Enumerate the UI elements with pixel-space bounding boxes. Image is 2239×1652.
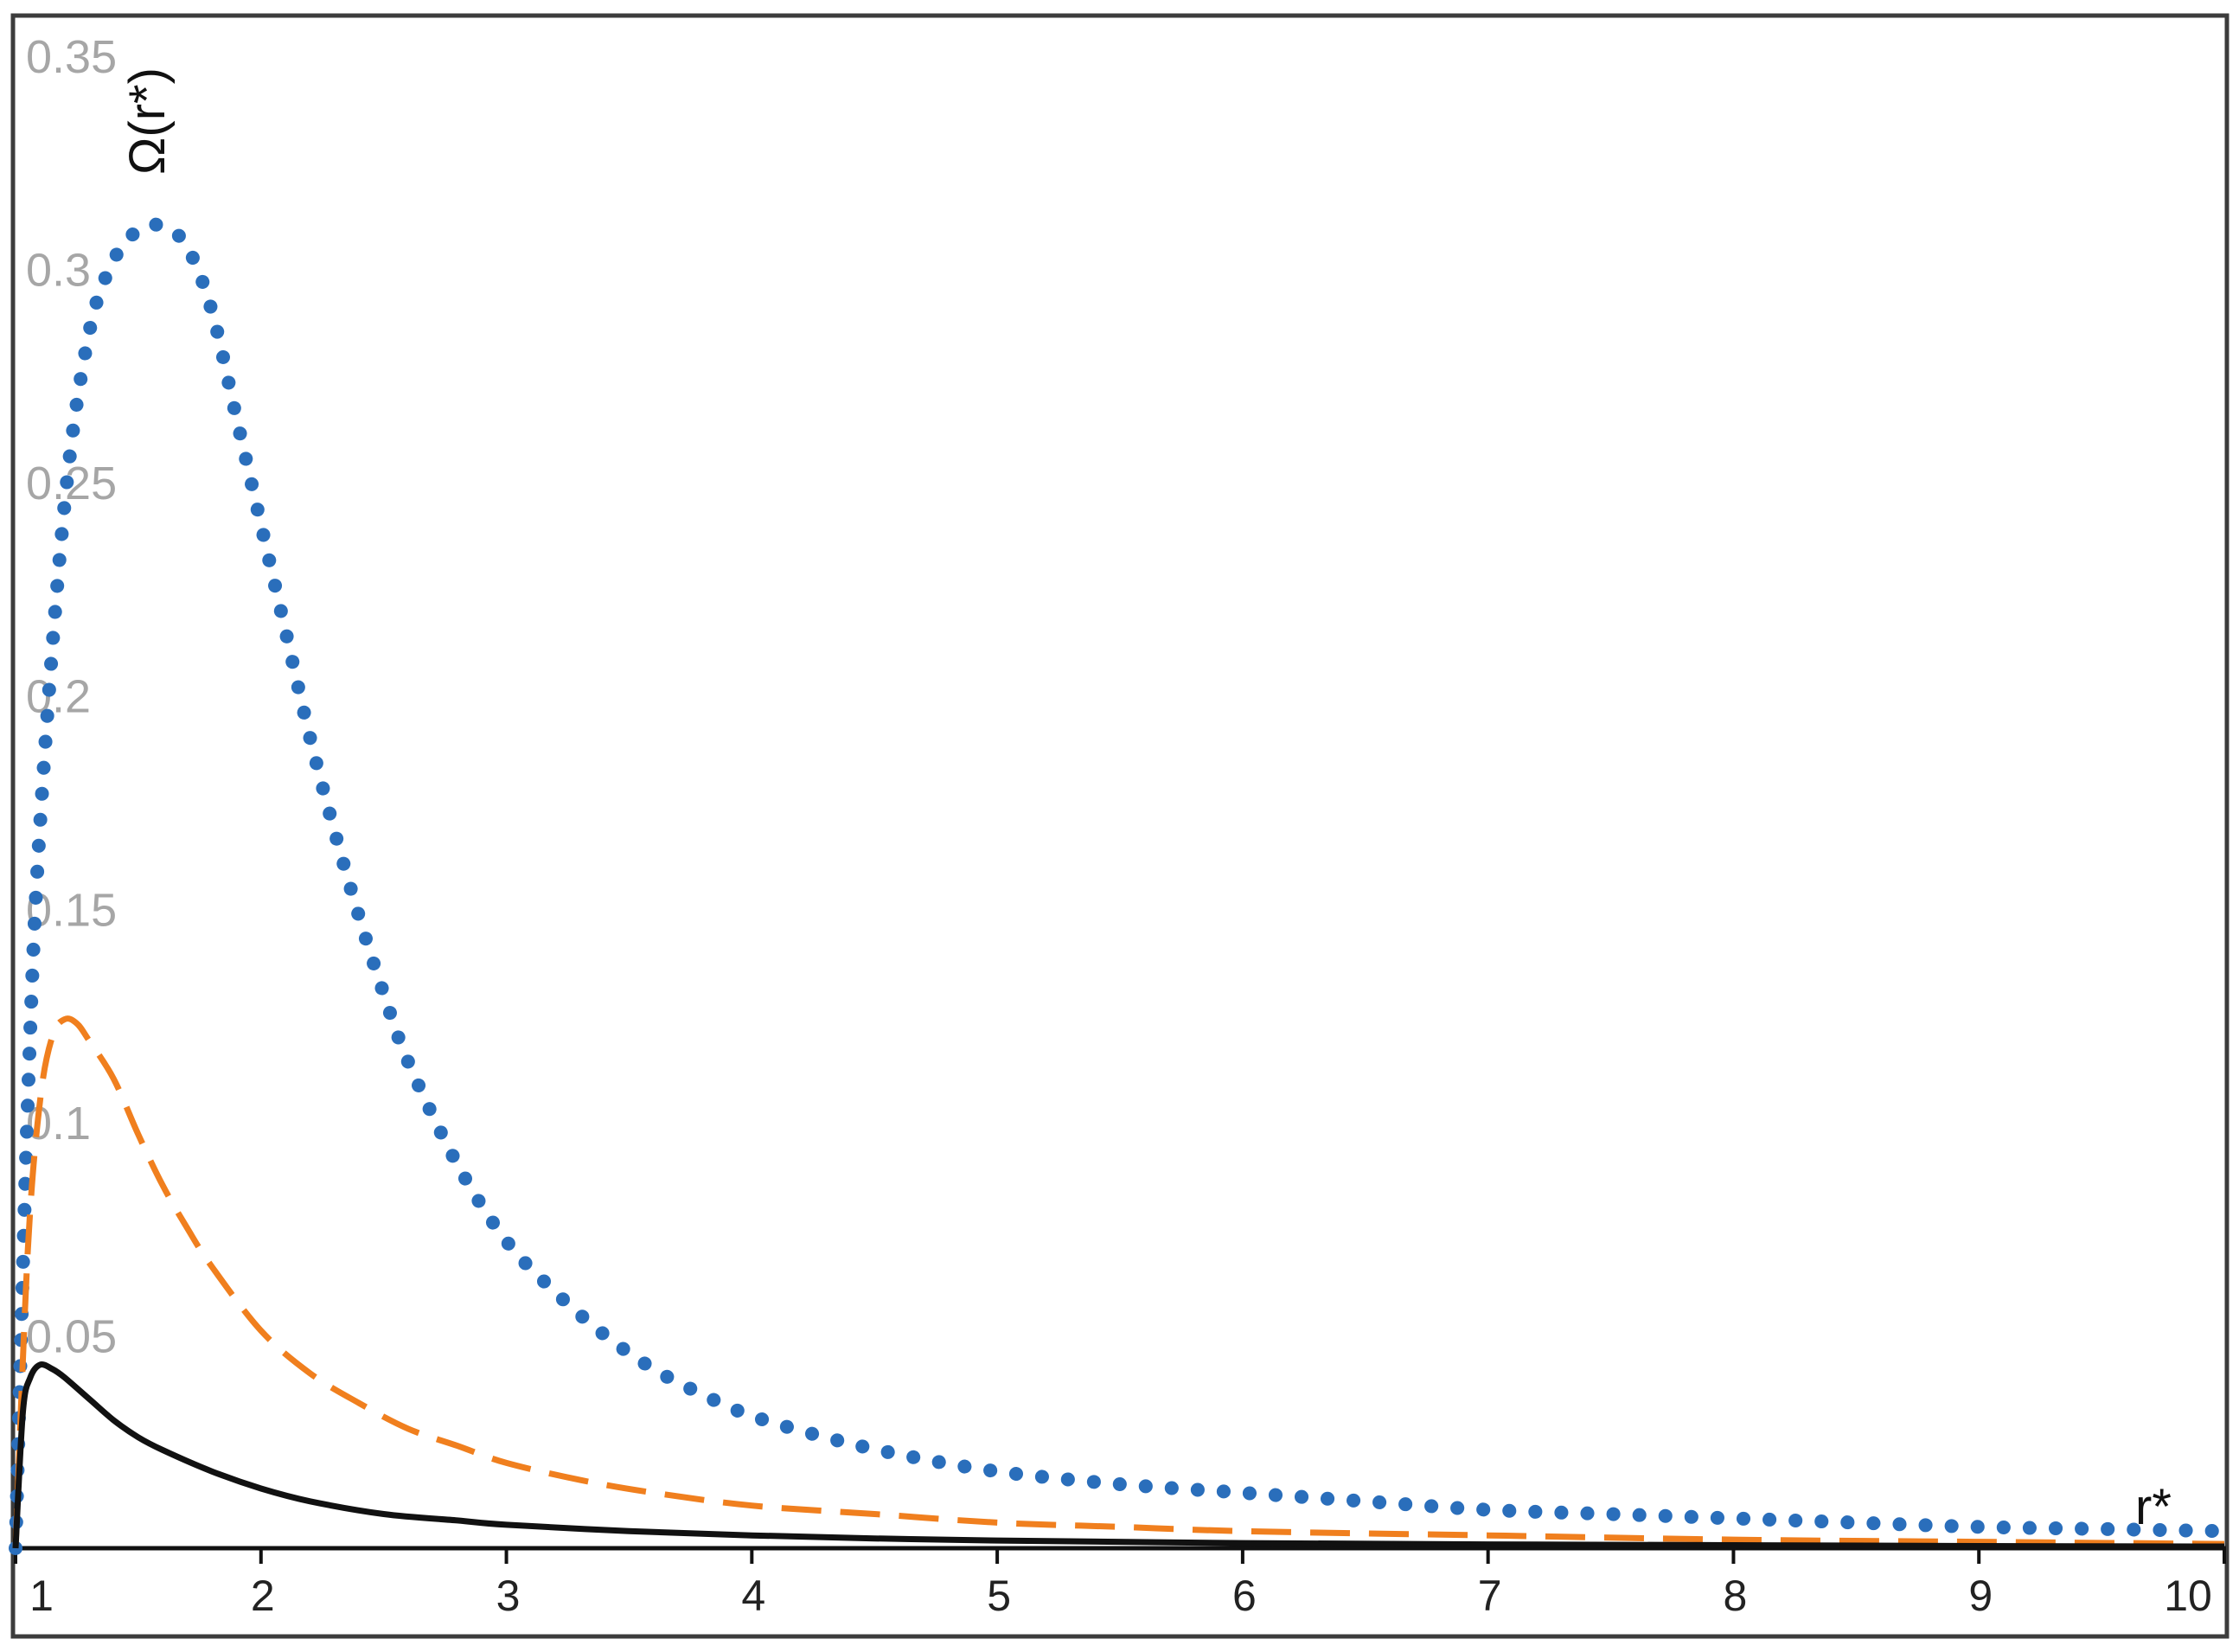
x-axis-label: r*: [2135, 1479, 2172, 1535]
x-tick-label: 9: [1968, 1572, 1993, 1620]
x-tick-label: 7: [1478, 1572, 1502, 1620]
y-tick-label: 0.35: [26, 31, 117, 83]
series-line-solid: [12, 1361, 2225, 1550]
y-tick-label: 0.15: [26, 884, 117, 936]
x-tick-label: 3: [496, 1572, 521, 1620]
x-tick-label: 5: [987, 1572, 1011, 1620]
x-tick-label: 2: [251, 1572, 275, 1620]
series-line-dashed: [12, 1015, 2225, 1549]
y-ticks: 0.050.10.150.20.250.30.35: [26, 31, 117, 1362]
y-tick-label: 0.05: [26, 1310, 117, 1362]
y-axis-label: Ω(r*): [119, 67, 176, 175]
chart-frame: [10, 13, 2229, 1639]
y-tick-label: 0.3: [26, 245, 91, 297]
x-tick-label: 6: [1232, 1572, 1257, 1620]
y-tick-label: 0.2: [26, 671, 91, 723]
x-tick-label: 8: [1724, 1572, 1748, 1620]
x-tick-label: 10: [2164, 1572, 2212, 1620]
series: [9, 217, 2231, 1555]
x-tick-label: 4: [741, 1572, 765, 1620]
series-line-dotted: [9, 217, 2231, 1555]
x-tick-label: 1: [29, 1572, 54, 1620]
x-ticks: 1 2 3 4 5 6 7 8 9 10: [14, 1548, 2226, 1620]
